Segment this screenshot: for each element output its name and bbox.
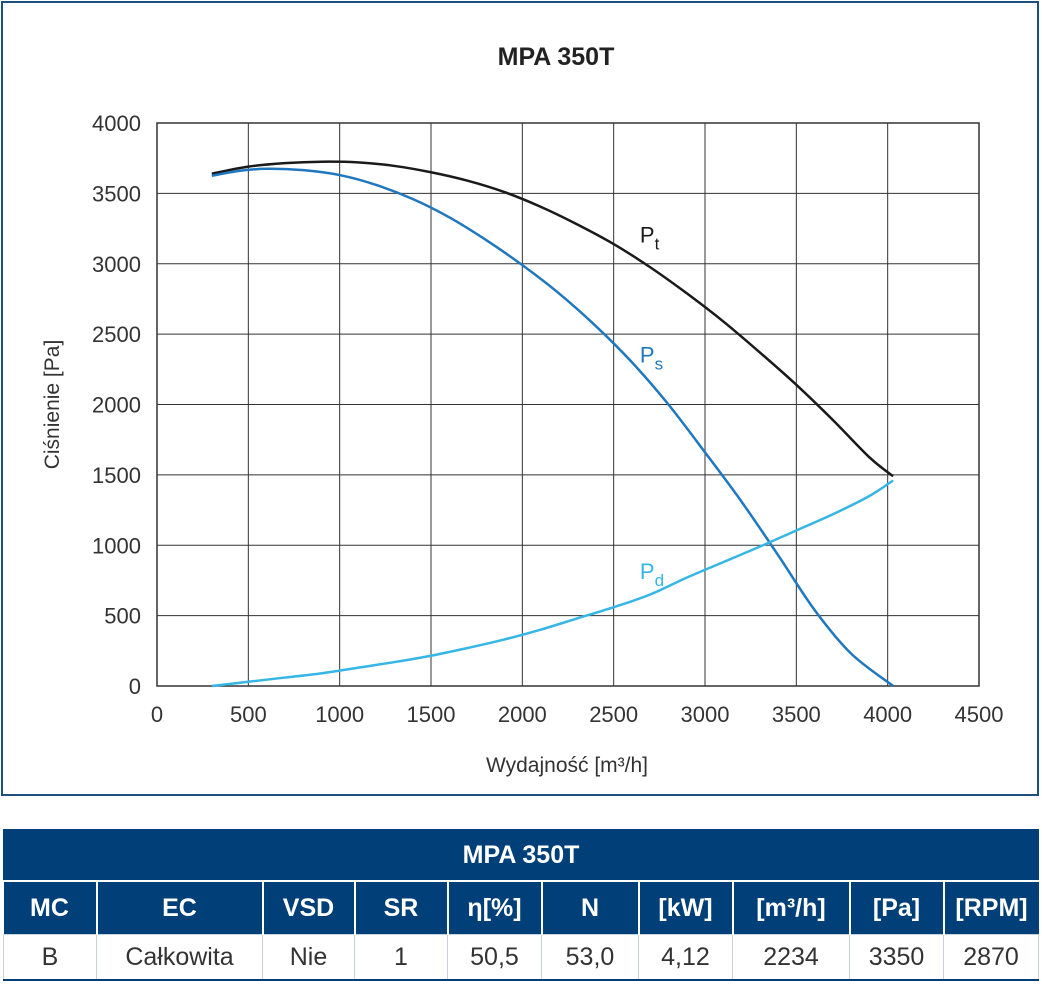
- header-rpm: [RPM]: [943, 881, 1039, 935]
- header-efficiency: η[%]: [447, 881, 543, 935]
- pressure-chart: MPA 350T 0 500 1000 1500 2000 2500 3000 3500 4000…: [41, 43, 1004, 777]
- plot-frame: [156, 122, 980, 687]
- y-tick-label: 1500: [92, 463, 141, 488]
- y-tick-label: 4000: [92, 111, 141, 136]
- cell-flow: 2234: [732, 934, 850, 981]
- cell-mc: B: [3, 934, 97, 981]
- series-label-sub: d: [655, 571, 664, 590]
- header-n: N: [541, 881, 640, 935]
- x-tick-label: 4500: [955, 702, 1004, 727]
- x-tick-label: 0: [151, 702, 163, 727]
- y-tick-label: 2500: [92, 322, 141, 347]
- header-mc: MC: [3, 881, 98, 935]
- y-tick-label: 500: [104, 604, 141, 629]
- table-title: MPA 350T: [2, 829, 1040, 882]
- header-flow: [m³/h]: [732, 881, 851, 935]
- series-label-sub: s: [655, 354, 664, 373]
- header-pa: [Pa]: [849, 881, 945, 935]
- series-line-pt: [211, 160, 894, 478]
- series-line-ps: [211, 167, 894, 687]
- spec-table: MPA 350T MC EC VSD SR η[%] N [kW] [m³/h]…: [2, 829, 1040, 981]
- header-sr: SR: [354, 881, 449, 935]
- y-tick-label: 2000: [92, 393, 141, 418]
- y-tick-label: 3000: [92, 252, 141, 277]
- series-label-ps: Ps: [640, 342, 663, 373]
- series-label-main: P: [640, 559, 655, 584]
- x-tick-label: 1500: [407, 702, 456, 727]
- x-tick-label: 500: [230, 702, 267, 727]
- cell-vsd: Nie: [262, 934, 355, 981]
- x-tick-label: 4000: [863, 702, 912, 727]
- chart-title: MPA 350T: [498, 43, 615, 71]
- series-label-pd: Pd: [640, 559, 664, 590]
- x-tick-label: 3000: [681, 702, 730, 727]
- cell-sr: 1: [354, 934, 448, 981]
- cell-kw: 4,12: [638, 934, 733, 981]
- series-label-pt: Pt: [640, 223, 660, 254]
- series-label-sub: t: [655, 235, 660, 254]
- y-tick-label: 1000: [92, 533, 141, 558]
- x-tick-label: 2000: [498, 702, 547, 727]
- y-tick-label: 0: [129, 674, 141, 699]
- cell-n: 53,0: [541, 934, 639, 981]
- x-axis-label: Wydajność [m³/h]: [486, 754, 648, 777]
- series-line-pd: [211, 479, 894, 688]
- y-tick-label: 3500: [92, 181, 141, 206]
- x-tick-label: 2500: [589, 702, 638, 727]
- table-row: B Całkowita Nie 1 50,5 53,0 4,12 2234 33…: [3, 934, 1040, 981]
- cell-pa: 3350: [849, 934, 944, 981]
- cell-efficiency: 50,5: [447, 934, 542, 981]
- cell-ec: Całkowita: [96, 934, 263, 981]
- x-tick-label: 1000: [315, 702, 364, 727]
- cell-rpm: 2870: [942, 934, 1040, 981]
- series-label-main: P: [640, 342, 655, 367]
- x-tick-label: 3500: [772, 702, 821, 727]
- header-kw: [kW]: [638, 881, 734, 935]
- header-ec: EC: [96, 881, 264, 935]
- series-label-main: P: [640, 223, 655, 248]
- header-vsd: VSD: [262, 881, 356, 935]
- chart-panel: MPA 350T 0 500 1000 1500 2000 2500 3000 3500 4000…: [1, 1, 1039, 796]
- y-axis-label: Ciśnienie [Pa]: [41, 340, 64, 470]
